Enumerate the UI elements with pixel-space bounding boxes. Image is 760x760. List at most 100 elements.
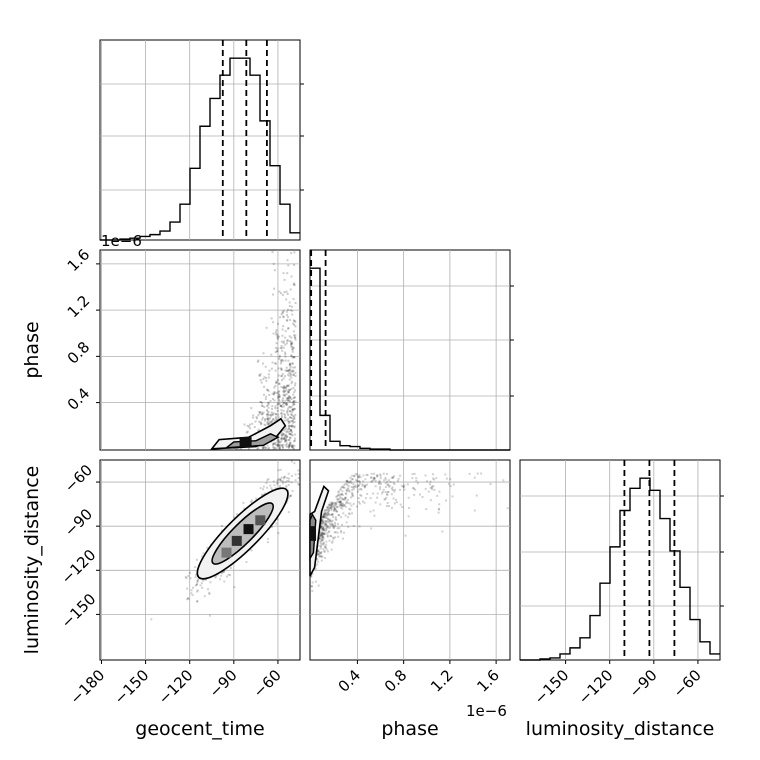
scatter-point xyxy=(249,427,252,430)
scatter-point xyxy=(285,319,288,322)
scatter-point xyxy=(287,472,290,475)
scatter-point xyxy=(337,498,340,501)
scatter-point xyxy=(317,549,320,552)
scatter-point xyxy=(284,386,287,389)
scatter-point xyxy=(286,398,289,401)
scatter-point xyxy=(325,520,328,523)
scatter-point xyxy=(344,492,347,495)
scatter-point xyxy=(276,444,279,447)
scatter-point xyxy=(339,503,342,506)
scatter-point xyxy=(340,493,343,496)
scatter-point xyxy=(294,302,297,305)
histogram-step-line xyxy=(100,57,300,241)
scatter-point xyxy=(285,431,288,434)
scatter-point xyxy=(344,496,347,499)
scatter-point xyxy=(209,581,212,584)
scatter-point xyxy=(283,278,286,281)
scatter-point xyxy=(290,373,293,376)
scatter-point xyxy=(289,396,292,399)
scatter-point xyxy=(283,386,286,389)
scatter-point xyxy=(289,318,292,321)
scatter-point xyxy=(373,472,376,475)
scatter-point xyxy=(345,480,348,483)
scatter-point xyxy=(287,420,290,423)
scatter-point xyxy=(344,497,347,500)
scatter-point xyxy=(413,493,416,496)
scatter-point xyxy=(289,436,292,439)
scatter-point xyxy=(247,447,250,450)
scatter-point xyxy=(326,550,329,553)
scatter-point xyxy=(273,390,276,393)
scatter-point xyxy=(415,477,418,480)
scatter-point xyxy=(259,423,262,426)
scatter-point xyxy=(293,425,296,428)
scatter-point xyxy=(276,402,279,405)
scatter-point xyxy=(289,363,292,366)
scatter-point xyxy=(279,441,282,444)
scatter-point xyxy=(276,336,279,339)
scatter-point xyxy=(280,375,283,378)
scatter-point xyxy=(329,503,332,506)
scatter-point xyxy=(289,364,292,367)
scatter-point xyxy=(310,585,313,588)
scatter-point xyxy=(336,500,339,503)
scatter-point xyxy=(332,537,335,540)
scatter-point xyxy=(274,407,277,410)
scatter-point xyxy=(294,375,297,378)
scatter-point xyxy=(280,412,283,415)
scatter-point xyxy=(369,510,372,513)
scatter-point xyxy=(323,550,326,553)
scatter-point xyxy=(318,551,321,554)
scatter-point xyxy=(280,476,283,479)
scatter-point xyxy=(320,559,323,562)
scatter-point xyxy=(196,580,199,583)
x-tick-label: 0.4 xyxy=(335,666,365,696)
scatter-point xyxy=(328,526,331,529)
scatter-point xyxy=(277,402,280,405)
scatter-point xyxy=(281,373,284,376)
scatter-point xyxy=(279,362,282,365)
scatter-point xyxy=(339,495,342,498)
scatter-point xyxy=(331,523,334,526)
scatter-point xyxy=(293,356,296,359)
scatter-point xyxy=(268,413,271,416)
scatter-point xyxy=(207,588,210,591)
scatter-point xyxy=(256,360,259,363)
scatter-point xyxy=(281,334,284,337)
scatter-point xyxy=(275,522,278,525)
scatter-point xyxy=(352,488,355,491)
scatter-point xyxy=(290,354,293,357)
scatter-point xyxy=(331,541,334,544)
scatter-point xyxy=(277,469,280,472)
scatter-point xyxy=(288,304,291,307)
scatter-point xyxy=(263,445,266,448)
scatter-point xyxy=(293,251,296,254)
scatter-point xyxy=(339,497,342,500)
scatter-point xyxy=(284,343,287,346)
scatter-point xyxy=(267,537,270,540)
scatter-point xyxy=(293,402,296,405)
scatter-point xyxy=(345,489,348,492)
scatter-point xyxy=(424,474,427,477)
scatter-point xyxy=(322,531,325,534)
scatter-point xyxy=(243,507,246,510)
scatter-point xyxy=(288,421,291,424)
scatter-point xyxy=(278,400,281,403)
scatter-point xyxy=(277,395,280,398)
scatter-point xyxy=(274,413,277,416)
scatter-point xyxy=(280,385,283,388)
scatter-point xyxy=(289,433,292,436)
scatter-point xyxy=(278,290,281,293)
scatter-point xyxy=(449,484,452,487)
scatter-point xyxy=(291,411,294,414)
scatter-point xyxy=(297,477,300,480)
scatter-point xyxy=(272,393,275,396)
scatter-point xyxy=(319,527,322,530)
scatter-point xyxy=(288,388,291,391)
scatter-point xyxy=(333,504,336,507)
scatter-point xyxy=(451,495,454,498)
scatter-point xyxy=(335,510,338,513)
scatter-point xyxy=(290,460,293,463)
scatter-point xyxy=(339,493,342,496)
